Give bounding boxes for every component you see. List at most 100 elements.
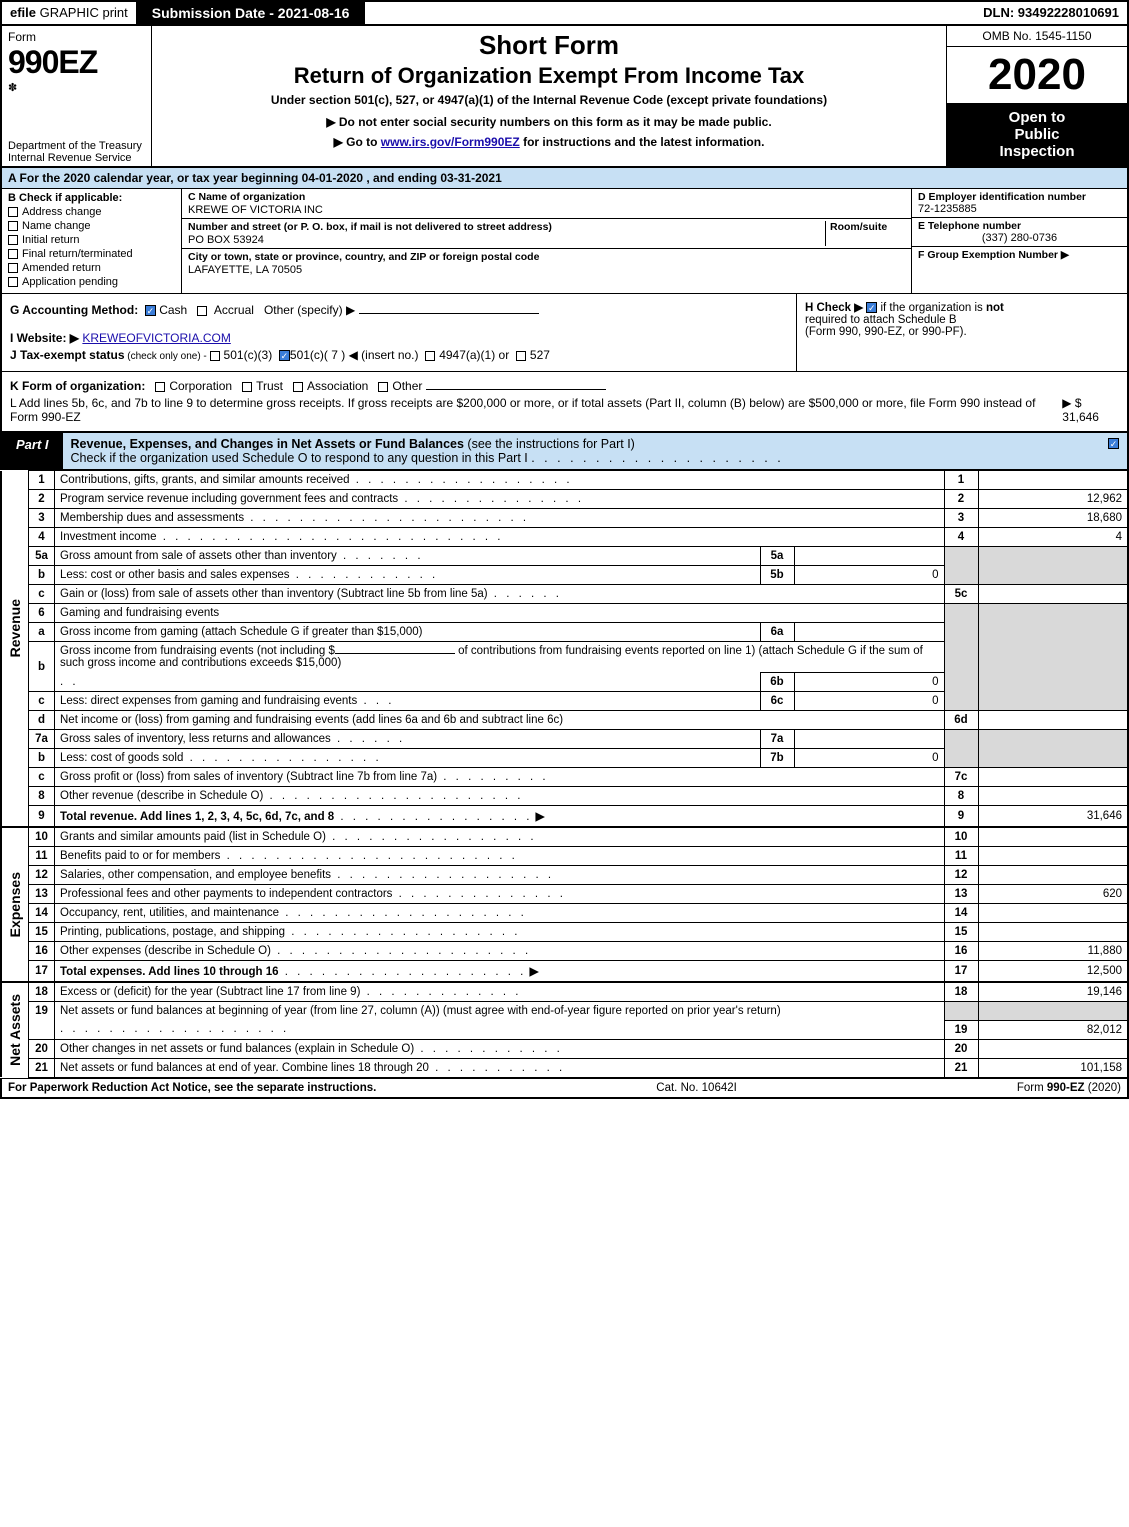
page-footer: For Paperwork Reduction Act Notice, see … bbox=[0, 1078, 1129, 1099]
k-label: K Form of organization: bbox=[10, 379, 145, 393]
entity-block: B Check if applicable: Address change Na… bbox=[0, 189, 1129, 294]
chk-other-org[interactable] bbox=[378, 382, 388, 392]
form-word: Form bbox=[8, 30, 145, 44]
l-amount: ▶ $ 31,646 bbox=[1062, 396, 1119, 424]
street-label: Number and street (or P. O. box, if mail… bbox=[188, 221, 825, 233]
c-name-value: KREWE OF VICTORIA INC bbox=[188, 204, 905, 216]
dept-treasury: Department of the Treasury bbox=[8, 140, 145, 152]
f-group-label: F Group Exemption Number ▶ bbox=[918, 249, 1121, 261]
chk-name-change[interactable]: Name change bbox=[8, 220, 175, 232]
irs-label: Internal Revenue Service bbox=[8, 152, 145, 164]
table-row: 12 Salaries, other compensation, and emp… bbox=[1, 866, 1128, 885]
form-number: 990EZ bbox=[8, 44, 145, 81]
part-1-label: Part I bbox=[2, 433, 63, 469]
table-row: 8 Other revenue (describe in Schedule O)… bbox=[1, 787, 1128, 806]
g-cash: Cash bbox=[159, 303, 187, 317]
g-label: G Accounting Method: bbox=[10, 303, 138, 317]
ssn-warning: ▶ Do not enter social security numbers o… bbox=[160, 115, 938, 129]
chk-assoc[interactable] bbox=[293, 382, 303, 392]
dln: DLN: 93492228010691 bbox=[975, 2, 1127, 24]
table-row: . . 6b 0 bbox=[1, 673, 1128, 692]
omb-number: OMB No. 1545-1150 bbox=[947, 26, 1127, 47]
i-label: I Website: ▶ bbox=[10, 331, 79, 345]
part-1-title: Revenue, Expenses, and Changes in Net As… bbox=[63, 433, 1100, 469]
chk-corp[interactable] bbox=[155, 382, 165, 392]
table-row: 20 Other changes in net assets or fund b… bbox=[1, 1039, 1128, 1058]
section-d-e-f: D Employer identification number 72-1235… bbox=[912, 189, 1127, 293]
chk-initial-return[interactable]: Initial return bbox=[8, 234, 175, 246]
g-accrual: Accrual bbox=[214, 303, 254, 317]
table-row: 5a Gross amount from sale of assets othe… bbox=[1, 547, 1128, 566]
treasury-seal-icon: ✽ bbox=[8, 82, 17, 94]
g-other: Other (specify) ▶ bbox=[264, 303, 355, 317]
table-row: 13 Professional fees and other payments … bbox=[1, 885, 1128, 904]
efile-bold: efile bbox=[10, 5, 36, 20]
line-a-tax-year: A For the 2020 calendar year, or tax yea… bbox=[0, 168, 1129, 189]
top-bar: efile GRAPHIC print Submission Date - 20… bbox=[0, 0, 1129, 26]
e-phone-value: (337) 280-0736 bbox=[918, 232, 1121, 244]
tax-year: 2020 bbox=[947, 47, 1127, 103]
table-row: Revenue 1 Contributions, gifts, grants, … bbox=[1, 471, 1128, 490]
expenses-vlabel: Expenses bbox=[7, 864, 23, 945]
table-row: 3 Membership dues and assessments . . . … bbox=[1, 509, 1128, 528]
submission-date: Submission Date - 2021-08-16 bbox=[138, 2, 366, 24]
schedule-o-check-icon[interactable]: ✓ bbox=[1108, 438, 1119, 449]
table-row: b Less: cost or other basis and sales ex… bbox=[1, 566, 1128, 585]
chk-cash-icon[interactable]: ✓ bbox=[145, 305, 156, 316]
table-row: d Net income or (loss) from gaming and f… bbox=[1, 711, 1128, 730]
e-phone-label: E Telephone number bbox=[918, 220, 1121, 232]
chk-final-return[interactable]: Final return/terminated bbox=[8, 248, 175, 260]
website-link[interactable]: KREWEOFVICTORIA.COM bbox=[82, 331, 230, 345]
revenue-vlabel: Revenue bbox=[7, 591, 23, 665]
h-side: H Check ▶ ✓ if the organization is not r… bbox=[797, 294, 1127, 371]
table-row: 6 Gaming and fundraising events bbox=[1, 604, 1128, 623]
chk-501c3[interactable] bbox=[210, 351, 220, 361]
kl-block: K Form of organization: Corporation Trus… bbox=[0, 372, 1129, 433]
d-ein-label: D Employer identification number bbox=[918, 191, 1121, 203]
table-row: 19 Net assets or fund balances at beginn… bbox=[1, 1002, 1128, 1021]
chk-application-pending[interactable]: Application pending bbox=[8, 276, 175, 288]
netassets-vlabel: Net Assets bbox=[7, 986, 23, 1074]
chk-4947[interactable] bbox=[425, 351, 435, 361]
l-text: L Add lines 5b, 6c, and 7b to line 9 to … bbox=[10, 396, 1062, 424]
efile-print[interactable]: efile GRAPHIC print bbox=[2, 2, 138, 24]
part-1-table: Revenue 1 Contributions, gifts, grants, … bbox=[0, 470, 1129, 1078]
j-label: J Tax-exempt status bbox=[10, 348, 125, 362]
header-left: Form 990EZ ✽ Department of the Treasury … bbox=[2, 26, 152, 166]
gh-block: G Accounting Method: ✓ Cash Accrual Othe… bbox=[0, 294, 1129, 372]
table-row: 17 Total expenses. Add lines 10 through … bbox=[1, 961, 1128, 983]
part-1-header: Part I Revenue, Expenses, and Changes in… bbox=[0, 433, 1129, 470]
form-footer: Form 990-EZ (2020) bbox=[1017, 1082, 1121, 1094]
open-to-public: Open to Public Inspection bbox=[947, 103, 1127, 166]
room-suite-label: Room/suite bbox=[825, 221, 905, 246]
table-row: 4 Investment income . . . . . . . . . . … bbox=[1, 528, 1128, 547]
table-row: 16 Other expenses (describe in Schedule … bbox=[1, 942, 1128, 961]
goto-link[interactable]: www.irs.gov/Form990EZ bbox=[381, 135, 520, 149]
table-row: 21 Net assets or fund balances at end of… bbox=[1, 1058, 1128, 1077]
chk-527[interactable] bbox=[516, 351, 526, 361]
title-short-form: Short Form bbox=[160, 30, 938, 61]
chk-trust[interactable] bbox=[242, 382, 252, 392]
chk-address-change[interactable]: Address change bbox=[8, 206, 175, 218]
header-right: OMB No. 1545-1150 2020 Open to Public In… bbox=[947, 26, 1127, 166]
chk-h-icon[interactable]: ✓ bbox=[866, 302, 877, 313]
g-side: G Accounting Method: ✓ Cash Accrual Othe… bbox=[2, 294, 797, 371]
part-1-check-text: Check if the organization used Schedule … bbox=[71, 451, 528, 465]
d-ein-value: 72-1235885 bbox=[918, 203, 1121, 215]
table-row: 2 Program service revenue including gove… bbox=[1, 490, 1128, 509]
chk-amended-return[interactable]: Amended return bbox=[8, 262, 175, 274]
header-middle: Short Form Return of Organization Exempt… bbox=[152, 26, 947, 166]
city-label: City or town, state or province, country… bbox=[188, 251, 905, 263]
table-row: c Less: direct expenses from gaming and … bbox=[1, 692, 1128, 711]
chk-501c-icon[interactable]: ✓ bbox=[279, 350, 290, 361]
title-return: Return of Organization Exempt From Incom… bbox=[160, 63, 938, 89]
c-name-label: C Name of organization bbox=[188, 191, 905, 203]
efile-rest: GRAPHIC print bbox=[36, 5, 128, 20]
table-row: 15 Printing, publications, postage, and … bbox=[1, 923, 1128, 942]
table-row: 9 Total revenue. Add lines 1, 2, 3, 4, 5… bbox=[1, 806, 1128, 828]
table-row: 7a Gross sales of inventory, less return… bbox=[1, 730, 1128, 749]
table-row: a Gross income from gaming (attach Sched… bbox=[1, 623, 1128, 642]
paperwork-notice: For Paperwork Reduction Act Notice, see … bbox=[8, 1082, 376, 1094]
chk-accrual[interactable] bbox=[197, 306, 207, 316]
table-row: b Less: cost of goods sold . . . . . . .… bbox=[1, 749, 1128, 768]
